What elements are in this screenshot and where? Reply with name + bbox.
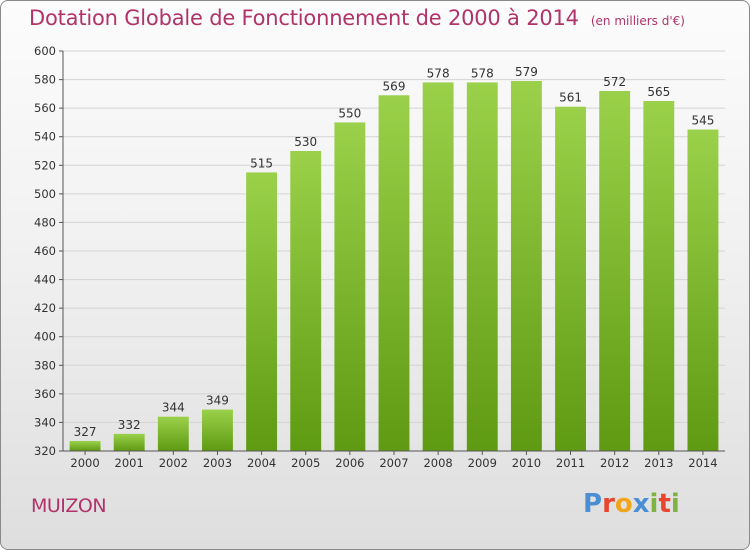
data-label-2001: 332 — [118, 418, 141, 432]
logo-letter: i — [670, 489, 680, 519]
bar-2008 — [422, 82, 454, 451]
data-label-2004: 515 — [250, 156, 273, 170]
data-label-2011: 561 — [559, 91, 582, 105]
x-tick-label: 2008 — [423, 456, 452, 470]
data-label-2013: 565 — [647, 85, 670, 99]
data-label-2005: 530 — [294, 135, 317, 149]
data-label-2002: 344 — [162, 401, 185, 415]
x-tick-label: 2006 — [335, 456, 364, 470]
commune-name: MUIZON — [31, 495, 107, 517]
y-tick-label: 360 — [34, 387, 56, 401]
chart-title: Dotation Globale de Fonctionnement de 20… — [29, 6, 579, 30]
logo-letter: x — [632, 489, 650, 519]
x-tick-label: 2005 — [291, 456, 320, 470]
bar-2005 — [290, 151, 322, 451]
y-tick-label: 400 — [34, 330, 56, 344]
bar-2003 — [202, 409, 233, 451]
data-label-2012: 572 — [603, 75, 626, 89]
logo-letter: P — [583, 489, 603, 519]
bar-2000 — [69, 441, 101, 451]
data-label-2000: 327 — [74, 425, 97, 439]
y-tick-label: 420 — [34, 301, 56, 315]
bar-2009 — [466, 82, 498, 451]
data-label-2008: 578 — [427, 66, 450, 80]
chart-title-row: Dotation Globale de Fonctionnement de 20… — [29, 6, 685, 30]
bar-2002 — [157, 416, 189, 451]
x-tick-label: 2012 — [600, 456, 629, 470]
y-tick-label: 580 — [34, 73, 56, 87]
x-tick-label: 2011 — [556, 456, 585, 470]
bars — [69, 81, 719, 452]
x-tick-label: 2004 — [247, 456, 276, 470]
proxiti-logo: Proxiti — [583, 489, 680, 519]
x-tick-label: 2010 — [512, 456, 541, 470]
bar-2014 — [687, 129, 719, 452]
data-label-2003: 349 — [206, 394, 229, 408]
y-tick-label: 380 — [34, 358, 56, 372]
logo-letter: o — [614, 489, 633, 519]
bar-2013 — [643, 101, 675, 451]
data-label-2010: 579 — [515, 65, 538, 79]
bar-2001 — [113, 433, 145, 451]
y-tick-label: 340 — [34, 415, 56, 429]
logo-letter: i — [649, 489, 659, 519]
x-tick-label: 2000 — [70, 456, 99, 470]
y-tick-label: 320 — [34, 444, 56, 458]
y-tick-label: 500 — [34, 187, 56, 201]
data-label-2014: 545 — [691, 114, 714, 128]
bar-2006 — [334, 122, 366, 451]
bar-2007 — [378, 95, 410, 452]
chart-unit-note: (en milliers d'€) — [590, 14, 685, 28]
bar-2004 — [246, 172, 278, 451]
y-tick-label: 460 — [34, 244, 56, 258]
y-tick-label: 540 — [34, 130, 56, 144]
data-label-2007: 569 — [383, 79, 406, 93]
logo-letter: r — [602, 489, 615, 519]
x-tick-label: 2002 — [159, 456, 188, 470]
x-tick-label: 2014 — [688, 456, 717, 470]
axes: 320 340 360 380 400 420 440 460 480 500 520 540 560 5… — [34, 44, 725, 470]
y-tick-label: 440 — [34, 273, 56, 287]
data-label-2006: 550 — [338, 106, 361, 120]
x-tick-label: 2013 — [644, 456, 673, 470]
bar-2012 — [599, 91, 631, 451]
y-tick-label: 480 — [34, 215, 56, 229]
y-tick-label: 520 — [34, 158, 56, 172]
x-tick-label: 2007 — [379, 456, 408, 470]
data-label-2009: 578 — [471, 66, 494, 80]
logo-letter: t — [658, 489, 671, 519]
data-labels: 327 332 344 349 515 530 550 569 578 578 579 561 572 5… — [74, 65, 715, 439]
x-tick-label: 2009 — [468, 456, 497, 470]
y-tick-label: 560 — [34, 101, 56, 115]
bar-2010 — [510, 81, 542, 451]
x-tick-label: 2001 — [115, 456, 144, 470]
y-tick-label: 600 — [34, 44, 56, 58]
bar-2011 — [555, 106, 586, 451]
x-tick-label: 2003 — [203, 456, 232, 470]
